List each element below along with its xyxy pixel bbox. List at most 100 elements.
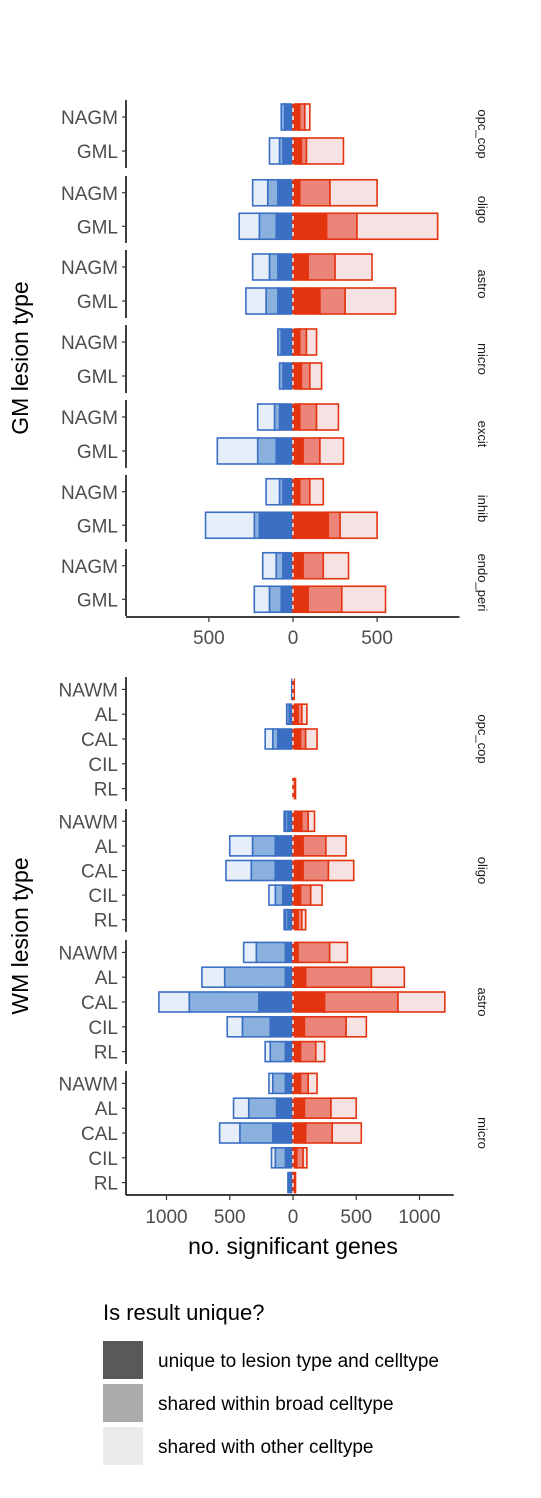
bar-up-unique (292, 103, 301, 131)
y-tick-label: CAL (81, 993, 118, 1014)
facet-oligo: NAGM GML oligo (61, 176, 490, 243)
bar-down-unique (284, 1040, 294, 1063)
bar-up-unique (292, 835, 304, 857)
bar-up-broad (299, 1040, 317, 1063)
bar-up-other (309, 362, 323, 390)
facet-endo_peri: NAGM GML endo_peri (61, 549, 490, 616)
x-tick-label: 0 (288, 628, 299, 649)
bar-up-other (340, 585, 387, 614)
bar-down-other (283, 908, 287, 931)
bar-up-unique (292, 1122, 307, 1144)
bar-down-unique (284, 941, 294, 964)
bar-up-broad (297, 941, 331, 964)
bar-down-unique (284, 1072, 294, 1095)
bar-down-unique (275, 212, 294, 241)
bar-up-unique (292, 1171, 297, 1194)
bar-up-other (301, 703, 308, 726)
bar-up-other (309, 477, 325, 506)
bar-down-other (245, 287, 267, 315)
bar-down-other (242, 941, 258, 964)
bar-up-broad (298, 178, 331, 207)
bar-down-unique (277, 253, 294, 281)
bar-down-broad (265, 287, 279, 315)
bar-down-unique (282, 477, 294, 506)
bar-up-other (322, 551, 350, 580)
bar-up-unique (292, 1097, 306, 1119)
bar-up-other (327, 859, 355, 882)
bar-down-broad (268, 585, 283, 614)
bar-down-broad (250, 859, 277, 882)
bar-up-unique (292, 884, 302, 906)
bar-up-broad (302, 859, 330, 882)
bar-up-unique (292, 328, 301, 356)
bar-up-broad (299, 1072, 309, 1095)
bar-up-broad (325, 212, 358, 241)
bar-down-unique (277, 728, 294, 750)
bar-up-other (330, 1097, 358, 1119)
facet-oligo: NAWM AL CAL CIL RL oligo (59, 809, 490, 932)
bar-down-unique (283, 103, 294, 131)
bar-up-broad (307, 585, 343, 614)
bar-down-other (265, 477, 281, 506)
bar-up-unique (292, 212, 328, 241)
bar-down-broad (223, 966, 287, 989)
bar-up-broad (327, 511, 341, 540)
y-tick-label: GML (77, 217, 118, 238)
bar-down-broad (277, 328, 283, 356)
wm-panel: NAWM AL CAL CIL RL opc_cop NAWM AL CAL CIL RL oligo… (7, 677, 490, 1259)
bar-down-other (238, 212, 261, 241)
y-tick-label: GML (77, 590, 118, 611)
bar-down-broad (287, 1171, 291, 1194)
bar-down-other (256, 403, 276, 431)
y-tick-label: NAWM (59, 680, 118, 701)
bar-down-other (253, 585, 271, 614)
bar-down-unique (271, 1122, 294, 1144)
bar-down-broad (274, 884, 284, 906)
bar-down-other (218, 1122, 241, 1144)
bar-up-other (356, 212, 439, 241)
bar-up-broad (301, 810, 309, 833)
facet-strip-label: excit (475, 421, 490, 448)
bar-down-broad (251, 835, 277, 857)
bar-up-other (307, 1072, 318, 1095)
bar-down-unique (282, 362, 294, 390)
bar-down-broad (274, 1147, 287, 1169)
y-tick-label: AL (95, 705, 118, 726)
legend-swatch-unique (103, 1341, 143, 1379)
y-tick-label: RL (94, 1174, 118, 1195)
bar-up-unique (292, 585, 309, 614)
bar-up-broad (299, 884, 312, 906)
y-tick-label: NAGM (61, 108, 118, 129)
bar-down-broad (241, 1015, 272, 1038)
bar-down-broad (278, 362, 284, 390)
y-tick-label: GML (77, 292, 118, 313)
bar-up-unique (292, 991, 326, 1013)
bar-up-broad (304, 966, 373, 989)
bar-up-other (328, 941, 349, 964)
x-tick-label: 500 (214, 1207, 246, 1228)
bar-down-other (158, 991, 191, 1013)
bar-down-broad (188, 991, 260, 1013)
bar-down-other (216, 437, 259, 465)
bar-up-other (339, 511, 378, 540)
bar-up-unique (292, 437, 304, 465)
y-tick-label: NAWM (59, 943, 118, 964)
bar-down-broad (266, 178, 279, 207)
bar-up-unique (292, 966, 307, 989)
bar-up-other (334, 253, 373, 281)
y-tick-label: RL (94, 911, 118, 932)
bar-up-broad (307, 253, 336, 281)
y-tick-label: GML (77, 367, 118, 388)
bar-up-other (397, 991, 446, 1013)
x-axis-title: no. significant genes (188, 1233, 398, 1259)
bar-up-unique (292, 362, 303, 390)
bar-down-unique (278, 403, 294, 431)
y-tick-label: CAL (81, 1124, 118, 1145)
bar-down-unique (280, 585, 294, 614)
y-tick-label: CIL (88, 1018, 118, 1039)
bar-down-unique (274, 859, 294, 882)
bar-down-other (228, 835, 254, 857)
bar-down-broad (255, 941, 287, 964)
x-tick-label: 1000 (398, 1207, 440, 1228)
